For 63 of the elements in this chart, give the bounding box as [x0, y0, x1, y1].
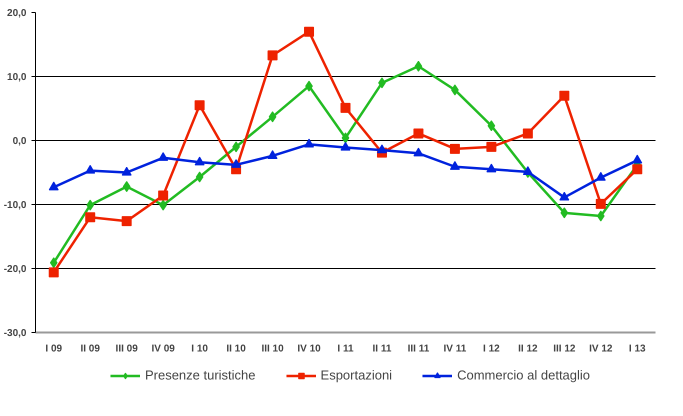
point: [122, 166, 132, 176]
x-tick-label: III 09: [116, 344, 138, 354]
point: [376, 144, 387, 154]
y-tick-label: -30,0: [4, 328, 27, 339]
point: [122, 181, 131, 192]
x-tick-label: I 13: [628, 344, 646, 354]
point: [413, 148, 424, 156]
x-tick-label: IV 09: [151, 344, 176, 354]
point: [268, 150, 278, 159]
y-tick-label: 20,0: [7, 8, 27, 19]
point: [632, 154, 642, 164]
point: [522, 166, 533, 175]
y-tick-label: -20,0: [4, 264, 27, 275]
y-tick-label: 0,0: [12, 136, 27, 147]
legend-label: Esportazioni: [320, 368, 392, 382]
x-tick-label: I 11: [337, 344, 354, 354]
x-tick-label: III 11: [408, 344, 430, 354]
point: [450, 161, 460, 170]
point: [596, 198, 606, 209]
point: [48, 267, 59, 278]
point: [413, 128, 424, 138]
point: [559, 90, 570, 101]
x-tick-label: III 12: [553, 344, 576, 354]
point: [632, 164, 642, 174]
y-tick-label: 10,0: [7, 72, 27, 83]
point: [158, 152, 168, 161]
point: [340, 102, 350, 113]
point: [85, 164, 96, 174]
point: [231, 159, 242, 168]
point: [304, 26, 314, 37]
point: [50, 257, 58, 268]
point: [450, 144, 460, 154]
legend-label: Commercio al dettaglio: [457, 368, 590, 382]
point: [559, 192, 570, 201]
point: [194, 156, 205, 166]
point: [85, 212, 96, 222]
point: [48, 182, 59, 190]
x-tick-label: III 10: [261, 344, 284, 354]
point: [86, 200, 94, 211]
x-tick-label: II 12: [518, 344, 538, 354]
point: [486, 142, 496, 152]
x-tick-label: I 09: [45, 344, 63, 354]
point: [596, 172, 606, 181]
x-tick-label: I 10: [191, 344, 208, 354]
point: [560, 207, 568, 218]
point: [122, 216, 132, 226]
point: [596, 210, 605, 222]
point: [304, 138, 314, 148]
x-tick-label: IV 11: [444, 344, 467, 354]
point: [158, 190, 168, 201]
y-tick-label: -10,0: [4, 200, 27, 211]
point: [194, 100, 205, 110]
point: [268, 50, 278, 60]
x-tick-label: II 11: [372, 344, 392, 354]
x-tick-label: IV 10: [297, 344, 322, 354]
x-tick-label: II 09: [80, 344, 100, 354]
point: [522, 128, 533, 138]
x-tick-label: I 12: [483, 344, 500, 354]
point: [486, 164, 496, 172]
x-tick-label: IV 12: [589, 344, 613, 354]
point: [340, 142, 350, 151]
x-tick-label: II 10: [226, 344, 246, 354]
legend-label: Presenze turistiche: [144, 368, 256, 382]
